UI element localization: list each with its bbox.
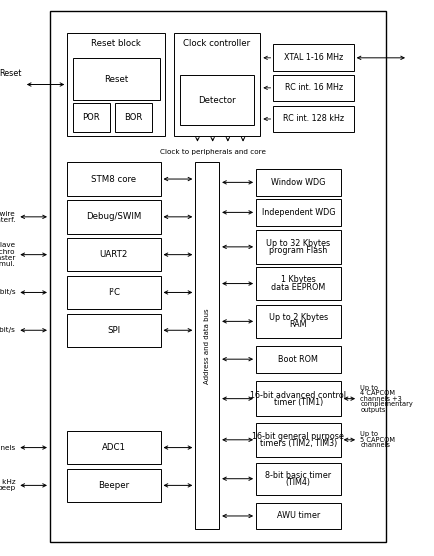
Text: program Flash: program Flash <box>269 246 328 255</box>
Text: beep: beep <box>0 485 15 492</box>
FancyBboxPatch shape <box>50 11 386 542</box>
Text: Up to 32 Kbytes: Up to 32 Kbytes <box>266 239 330 248</box>
Text: 1 Kbytes: 1 Kbytes <box>281 275 316 285</box>
Text: timers (TIM2, TIM3): timers (TIM2, TIM3) <box>260 439 337 448</box>
Text: BOR: BOR <box>124 113 143 122</box>
Text: Reset: Reset <box>104 75 128 84</box>
FancyBboxPatch shape <box>273 75 354 101</box>
FancyBboxPatch shape <box>273 44 354 71</box>
Text: Single wire: Single wire <box>0 211 15 217</box>
Text: Address and data bus: Address and data bus <box>204 308 210 384</box>
Text: Reset block: Reset block <box>91 39 141 48</box>
Text: SPI: SPI <box>107 326 121 335</box>
Text: Up to 10 channels: Up to 10 channels <box>0 445 15 450</box>
Text: debug interf.: debug interf. <box>0 217 15 223</box>
Text: Clock to peripherals and core: Clock to peripherals and core <box>160 149 266 155</box>
FancyBboxPatch shape <box>256 305 341 338</box>
FancyBboxPatch shape <box>67 33 165 136</box>
Text: 5 CAPCOM: 5 CAPCOM <box>360 437 395 443</box>
Text: Clock controller: Clock controller <box>184 39 250 48</box>
FancyBboxPatch shape <box>73 58 160 100</box>
FancyBboxPatch shape <box>256 423 341 457</box>
Text: timer (TIM1): timer (TIM1) <box>274 398 323 407</box>
Text: Up to: Up to <box>360 385 378 390</box>
FancyBboxPatch shape <box>67 469 161 502</box>
Text: Boot ROM: Boot ROM <box>279 355 318 364</box>
Text: (TIM4): (TIM4) <box>286 478 311 487</box>
Text: POR: POR <box>82 113 100 122</box>
Text: Reset: Reset <box>0 69 22 78</box>
Text: Master/slave: Master/slave <box>0 242 15 249</box>
Text: RAM: RAM <box>289 320 307 330</box>
FancyBboxPatch shape <box>256 199 341 226</box>
Text: LIN master: LIN master <box>0 255 15 261</box>
Text: data EEPROM: data EEPROM <box>271 282 326 292</box>
FancyBboxPatch shape <box>273 106 354 132</box>
Text: 16-bit general purpose: 16-bit general purpose <box>253 431 344 441</box>
Text: Beeper: Beeper <box>99 481 129 490</box>
Text: Up to 2 Kbytes: Up to 2 Kbytes <box>269 313 328 322</box>
Text: outputs: outputs <box>360 407 385 413</box>
FancyBboxPatch shape <box>174 33 260 136</box>
Text: XTAL 1-16 MHz: XTAL 1-16 MHz <box>284 53 343 62</box>
FancyBboxPatch shape <box>256 267 341 300</box>
Text: STM8 core: STM8 core <box>92 175 136 183</box>
Text: 16-bit advanced control: 16-bit advanced control <box>250 390 346 400</box>
Text: I²C: I²C <box>108 288 120 297</box>
FancyBboxPatch shape <box>73 103 110 132</box>
FancyBboxPatch shape <box>256 381 341 416</box>
Text: Independent WDG: Independent WDG <box>262 208 335 217</box>
Text: ADC1: ADC1 <box>102 443 126 452</box>
Text: autosynchro: autosynchro <box>0 249 15 255</box>
FancyBboxPatch shape <box>67 162 161 196</box>
Text: complementary: complementary <box>360 401 413 407</box>
FancyBboxPatch shape <box>67 238 161 271</box>
FancyBboxPatch shape <box>195 162 219 529</box>
Text: 8-bit basic timer: 8-bit basic timer <box>265 470 332 480</box>
FancyBboxPatch shape <box>115 103 152 132</box>
Text: SPI emul.: SPI emul. <box>0 261 15 267</box>
FancyBboxPatch shape <box>180 75 254 125</box>
FancyBboxPatch shape <box>67 200 161 234</box>
Text: 8 Mbit/s: 8 Mbit/s <box>0 327 15 333</box>
FancyBboxPatch shape <box>67 431 161 464</box>
Text: 1/2/4 kHz: 1/2/4 kHz <box>0 479 15 485</box>
FancyBboxPatch shape <box>67 314 161 347</box>
Text: 400 Kbit/s: 400 Kbit/s <box>0 290 15 295</box>
Text: AWU timer: AWU timer <box>277 512 320 520</box>
Text: Up to: Up to <box>360 431 378 437</box>
Text: Detector: Detector <box>198 96 236 105</box>
Text: 4 CAPCOM: 4 CAPCOM <box>360 390 395 396</box>
Text: Window WDG: Window WDG <box>271 178 326 187</box>
Text: RC int. 128 kHz: RC int. 128 kHz <box>283 115 344 123</box>
FancyBboxPatch shape <box>256 230 341 264</box>
FancyBboxPatch shape <box>67 276 161 309</box>
FancyBboxPatch shape <box>256 346 341 373</box>
Text: UART2: UART2 <box>100 250 128 259</box>
Text: Debug/SWIM: Debug/SWIM <box>86 212 141 221</box>
FancyBboxPatch shape <box>256 463 341 495</box>
FancyBboxPatch shape <box>256 503 341 529</box>
Text: channels: channels <box>360 443 390 448</box>
Text: channels +3: channels +3 <box>360 396 402 401</box>
FancyBboxPatch shape <box>256 169 341 196</box>
Text: RC int. 16 MHz: RC int. 16 MHz <box>285 83 342 92</box>
